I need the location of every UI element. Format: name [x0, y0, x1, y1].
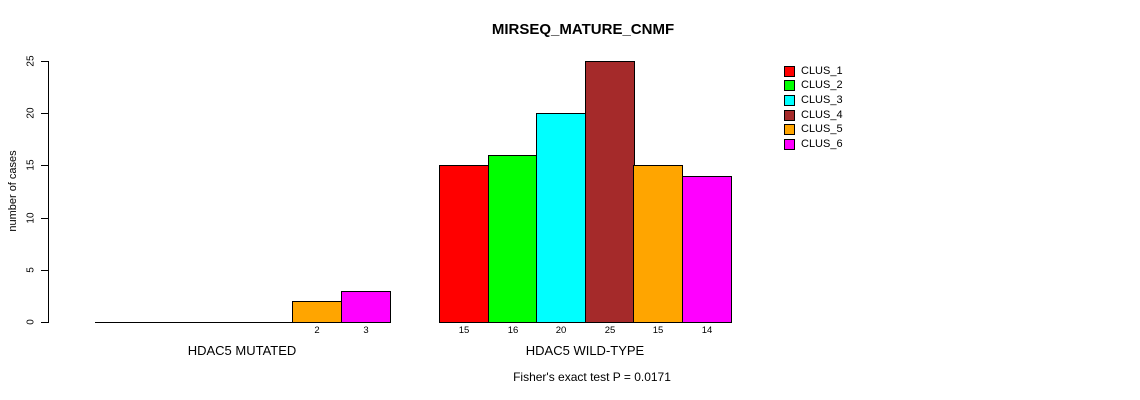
- bar-clus_1: [439, 165, 489, 323]
- legend-label: CLUS_2: [801, 79, 843, 92]
- bar-clus_4-zero: [242, 322, 292, 323]
- legend-swatch-clus_1: [784, 65, 795, 77]
- legend: CLUS_1 CLUS_2 CLUS_3 CLUS_4 CLUS_5 CLUS_6: [784, 64, 843, 152]
- y-tick-line: [41, 270, 48, 271]
- bar-value-label: 15: [458, 325, 470, 336]
- y-tick-line: [41, 218, 48, 219]
- legend-swatch-clus_2: [784, 80, 795, 92]
- bar-clus_3: [536, 113, 586, 323]
- y-axis-title: number of cases: [7, 150, 19, 232]
- y-tick-line: [41, 165, 48, 166]
- legend-item-clus_4: CLUS_4: [784, 108, 843, 123]
- legend-swatch-clus_3: [784, 94, 795, 106]
- y-tick-label: 20: [25, 107, 37, 119]
- bar-clus_2-zero: [144, 322, 194, 323]
- legend-swatch-clus_5: [784, 124, 795, 136]
- bar-value-label: 20: [555, 325, 567, 336]
- y-tick-label: 5: [25, 267, 37, 273]
- fisher-test-footnote: Fisher's exact test P = 0.0171: [513, 370, 671, 384]
- y-tick-label: 0: [25, 319, 37, 325]
- y-tick-line: [41, 113, 48, 114]
- bar-value-label: 16: [507, 325, 519, 336]
- y-axis-line: [48, 61, 49, 323]
- legend-label: CLUS_1: [801, 64, 843, 77]
- bar-value-label: 15: [652, 325, 664, 336]
- bar-value-label: 3: [363, 325, 369, 336]
- legend-item-clus_5: CLUS_5: [784, 122, 843, 137]
- bar-clus_4: [585, 61, 635, 323]
- legend-swatch-clus_4: [784, 109, 795, 121]
- legend-label: CLUS_5: [801, 123, 843, 136]
- legend-label: CLUS_6: [801, 137, 843, 150]
- legend-label: CLUS_4: [801, 108, 843, 121]
- group-label-hdac5-mutated: HDAC5 MUTATED: [187, 343, 297, 358]
- bar-value-label: 14: [701, 325, 713, 336]
- bar-clus_5: [292, 301, 342, 323]
- bar-clus_5: [633, 165, 683, 323]
- legend-item-clus_3: CLUS_3: [784, 93, 843, 108]
- legend-item-clus_1: CLUS_1: [784, 64, 843, 79]
- y-tick-label: 25: [25, 55, 37, 67]
- y-tick-line: [41, 322, 48, 323]
- y-tick-line: [41, 61, 48, 62]
- y-tick-label: 15: [25, 159, 37, 171]
- bar-clus_2: [488, 155, 538, 323]
- bar-clus_1-zero: [95, 322, 145, 323]
- bar-clus_6: [341, 291, 391, 323]
- bar-value-label: 2: [314, 325, 320, 336]
- bar-clus_6: [682, 176, 732, 323]
- chart-title: MIRSEQ_MATURE_CNMF: [491, 21, 675, 38]
- y-tick-label: 10: [25, 212, 37, 224]
- bar-clus_3-zero: [193, 322, 243, 323]
- group-label-hdac5-wild-type: HDAC5 WILD-TYPE: [525, 343, 645, 358]
- legend-label: CLUS_3: [801, 93, 843, 106]
- legend-item-clus_6: CLUS_6: [784, 137, 843, 152]
- legend-item-clus_2: CLUS_2: [784, 79, 843, 94]
- legend-swatch-clus_6: [784, 138, 795, 150]
- bar-value-label: 25: [604, 325, 616, 336]
